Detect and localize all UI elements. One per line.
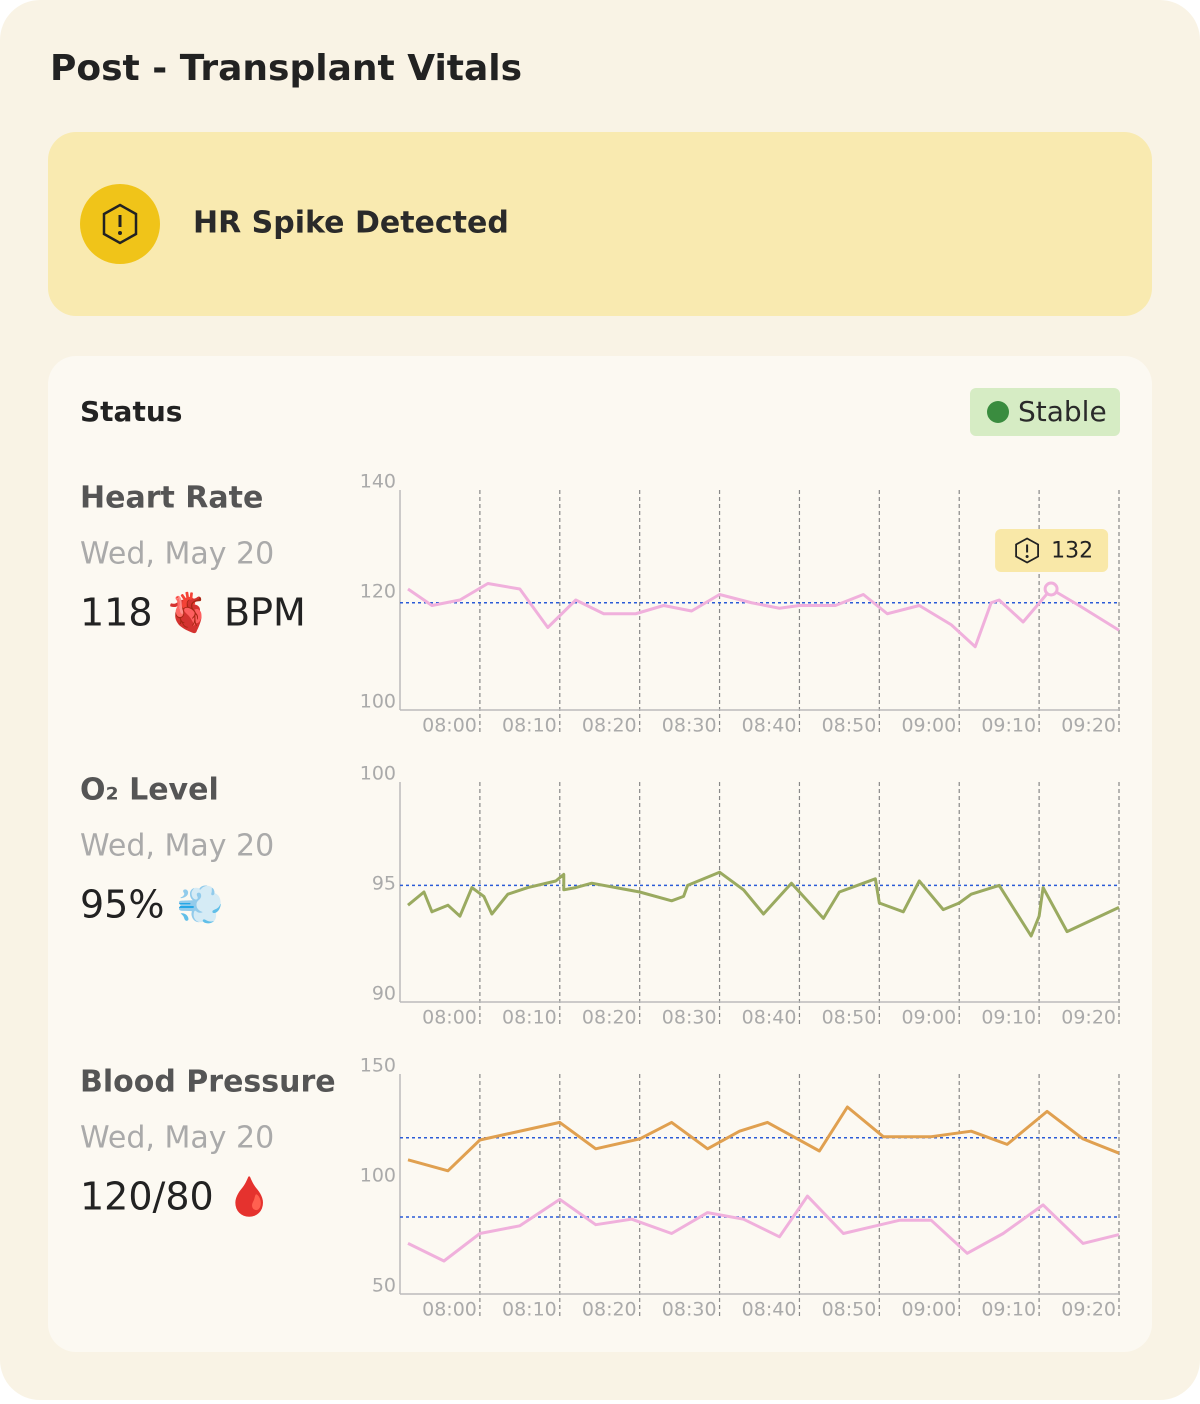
- x-tick-label: 08:30: [662, 715, 717, 737]
- x-tick-label: 08:10: [502, 1007, 557, 1029]
- vital-value: 118 🫀 BPM: [80, 591, 306, 635]
- x-tick-label: 08:20: [582, 1007, 637, 1029]
- y-tick-label: 100: [360, 763, 396, 785]
- vital-value: 120/80 🩸: [80, 1175, 273, 1219]
- x-tick-label: 08:40: [742, 715, 797, 737]
- x-tick-label: 09:10: [981, 715, 1036, 737]
- vital-label: O₂ Level: [80, 773, 219, 808]
- annotation-label: 132: [1051, 539, 1093, 564]
- spike-marker: [1043, 581, 1059, 597]
- series-line: [407, 870, 1120, 938]
- y-tick-label: 100: [360, 1165, 396, 1187]
- x-tick-label: 08:20: [582, 1299, 637, 1321]
- x-tick-label: 09:10: [981, 1299, 1036, 1321]
- alert-icon-dot: [118, 231, 122, 235]
- x-tick-label: 08:50: [822, 1299, 877, 1321]
- vital-label: Heart Rate: [80, 481, 263, 516]
- x-tick-label: 08:00: [422, 1007, 477, 1029]
- status-dot: [987, 401, 1009, 423]
- y-tick-label: 150: [360, 1055, 396, 1077]
- x-tick-label: 08:50: [822, 1007, 877, 1029]
- alert-icon-hex: [102, 203, 138, 245]
- x-tick-label: 09:20: [1061, 1007, 1116, 1029]
- vital-label: Blood Pressure: [80, 1065, 336, 1100]
- page-title: Post - Transplant Vitals: [50, 48, 522, 89]
- x-tick-label: 08:10: [502, 715, 557, 737]
- y-tick-label: 100: [360, 691, 396, 713]
- x-tick-label: 09:20: [1061, 1299, 1116, 1321]
- x-tick-label: 08:30: [662, 1299, 717, 1321]
- series-line: [407, 1105, 1120, 1173]
- x-tick-label: 08:30: [662, 1007, 717, 1029]
- x-tick-label: 09:20: [1061, 715, 1116, 737]
- x-tick-label: 08:20: [582, 715, 637, 737]
- vital-date: Wed, May 20: [80, 1121, 274, 1156]
- annotation-icon-dot: [1025, 555, 1029, 558]
- y-tick-label: 95: [372, 873, 396, 895]
- series-line: [407, 582, 1120, 649]
- x-tick-label: 08:50: [822, 715, 877, 737]
- alert-banner: [48, 132, 1152, 316]
- x-tick-label: 09:10: [981, 1007, 1036, 1029]
- alert-text: HR Spike Detected: [193, 206, 509, 241]
- vital-date: Wed, May 20: [80, 537, 274, 572]
- vital-date: Wed, May 20: [80, 829, 274, 864]
- x-tick-label: 09:00: [901, 1007, 956, 1029]
- y-tick-label: 120: [360, 581, 396, 603]
- status-badge-text: Stable: [1018, 395, 1107, 428]
- status-title: Status: [80, 395, 182, 428]
- status-badge: [970, 388, 1120, 436]
- x-tick-label: 09:00: [901, 1299, 956, 1321]
- y-tick-label: 90: [372, 983, 396, 1005]
- annotation-icon: [1015, 537, 1039, 564]
- x-tick-label: 08:40: [742, 1299, 797, 1321]
- vital-value: 95% 💨: [80, 883, 224, 927]
- x-tick-label: 08:10: [502, 1299, 557, 1321]
- x-tick-label: 08:00: [422, 715, 477, 737]
- series-line: [407, 1194, 1120, 1263]
- y-tick-label: 140: [360, 471, 396, 493]
- y-tick-label: 50: [372, 1275, 396, 1297]
- x-tick-label: 08:40: [742, 1007, 797, 1029]
- x-tick-label: 08:00: [422, 1299, 477, 1321]
- x-tick-label: 09:00: [901, 715, 956, 737]
